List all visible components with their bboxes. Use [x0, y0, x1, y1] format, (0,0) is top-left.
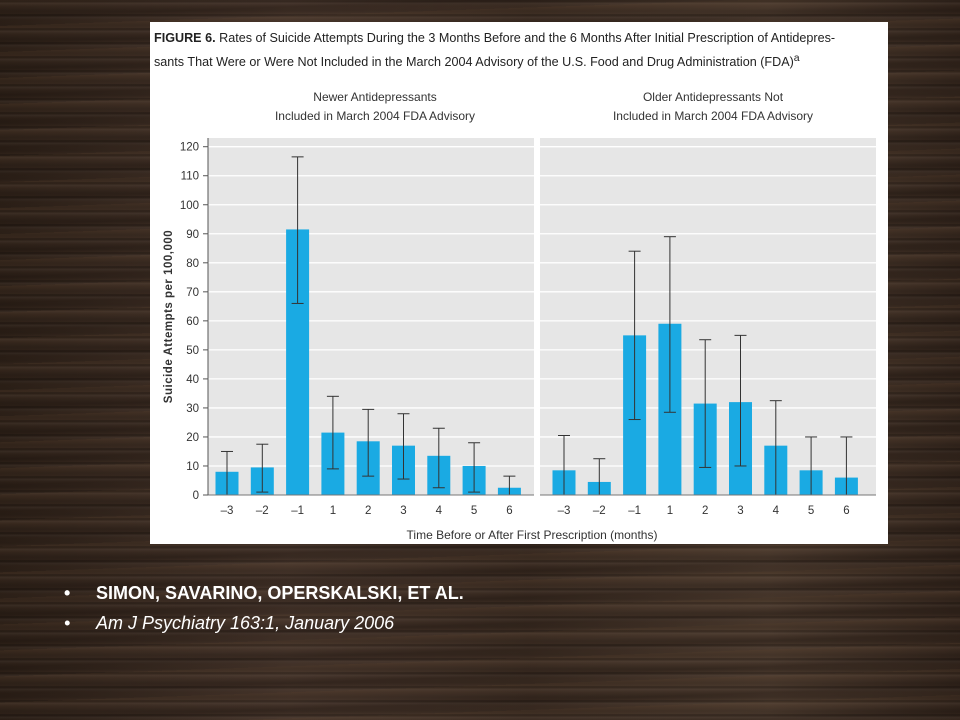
figure-title-line1: Rates of Suicide Attempts During the 3 M…	[215, 31, 836, 45]
x-tick-label: 2	[365, 505, 371, 517]
citation-journal: • Am J Psychiatry 163:1, January 2006	[64, 610, 924, 640]
bullet-dot: •	[64, 613, 71, 633]
figure-title-label: FIGURE 6.	[154, 31, 216, 45]
x-tick-label: 5	[808, 505, 814, 517]
x-axis-label: Time Before or After First Prescription …	[407, 528, 658, 542]
x-tick-label: –1	[291, 505, 304, 517]
y-tick-label: 20	[186, 432, 199, 444]
x-tick-label: 6	[506, 505, 512, 517]
y-tick-label: 0	[193, 490, 199, 502]
y-tick-label: 60	[186, 316, 199, 328]
bullet-dot: •	[64, 583, 71, 603]
x-tick-label: –1	[628, 505, 641, 517]
citation-list: • SIMON, SAVARINO, OPERSKALSKI, ET AL. •…	[64, 580, 924, 640]
y-tick-label: 30	[186, 403, 199, 415]
x-tick-label: 2	[702, 505, 708, 517]
y-tick-label: 70	[186, 287, 199, 299]
figure-title: FIGURE 6. Rates of Suicide Attempts Duri…	[154, 28, 884, 72]
x-tick-label: 3	[737, 505, 743, 517]
panel-title-older-line1: Older Antidepressants Not	[642, 90, 784, 104]
y-tick-label: 90	[186, 229, 199, 241]
y-tick-label: 50	[186, 345, 199, 357]
plot-area-1	[208, 138, 534, 495]
figure-title-line2: sants That Were or Were Not Included in …	[154, 55, 794, 70]
x-tick-label: 1	[667, 505, 673, 517]
panel-title-older-line2: Included in March 2004 FDA Advisory	[612, 109, 814, 123]
x-tick-label: 5	[471, 505, 477, 517]
y-tick-label: 110	[181, 171, 199, 183]
x-tick-label: –2	[593, 505, 606, 517]
figure-image: FIGURE 6. Rates of Suicide Attempts Duri…	[150, 22, 888, 544]
x-tick-label: 3	[400, 505, 406, 517]
y-tick-label: 40	[186, 374, 199, 386]
y-tick-label: 120	[180, 142, 199, 154]
citation-authors-text: SIMON, SAVARINO, OPERSKALSKI, ET AL.	[96, 583, 464, 603]
x-tick-label: 6	[843, 505, 849, 517]
x-tick-label: –2	[256, 505, 269, 517]
y-tick-label: 10	[186, 461, 199, 473]
y-tick-label: 100	[180, 200, 199, 212]
citation-authors: • SIMON, SAVARINO, OPERSKALSKI, ET AL.	[64, 580, 924, 610]
x-tick-label: –3	[221, 505, 234, 517]
panel-title-older: Older Antidepressants Not Included in Ma…	[538, 88, 888, 126]
x-tick-label: –3	[558, 505, 571, 517]
citation-journal-text: Am J Psychiatry 163:1, January 2006	[96, 613, 395, 633]
x-tick-label: 4	[436, 505, 443, 517]
panel-title-newer: Newer Antidepressants Included in March …	[210, 88, 540, 126]
figure-title-footnote: a	[793, 52, 800, 64]
y-axis-label: Suicide Attempts per 100,000	[163, 230, 175, 403]
x-tick-label: 4	[773, 505, 780, 517]
y-tick-label: 80	[186, 258, 199, 270]
x-tick-label: 1	[330, 505, 336, 517]
bar-chart-svg: –3 –2 –1 1 2 3 4 5 6 –3 –2 –1 1 2 3 4 5 60102030405060708…	[163, 138, 876, 542]
panel-title-newer-line2: Included in March 2004 FDA Advisory	[274, 109, 476, 123]
bar	[286, 229, 310, 496]
panel-title-newer-line1: Newer Antidepressants	[313, 90, 437, 104]
